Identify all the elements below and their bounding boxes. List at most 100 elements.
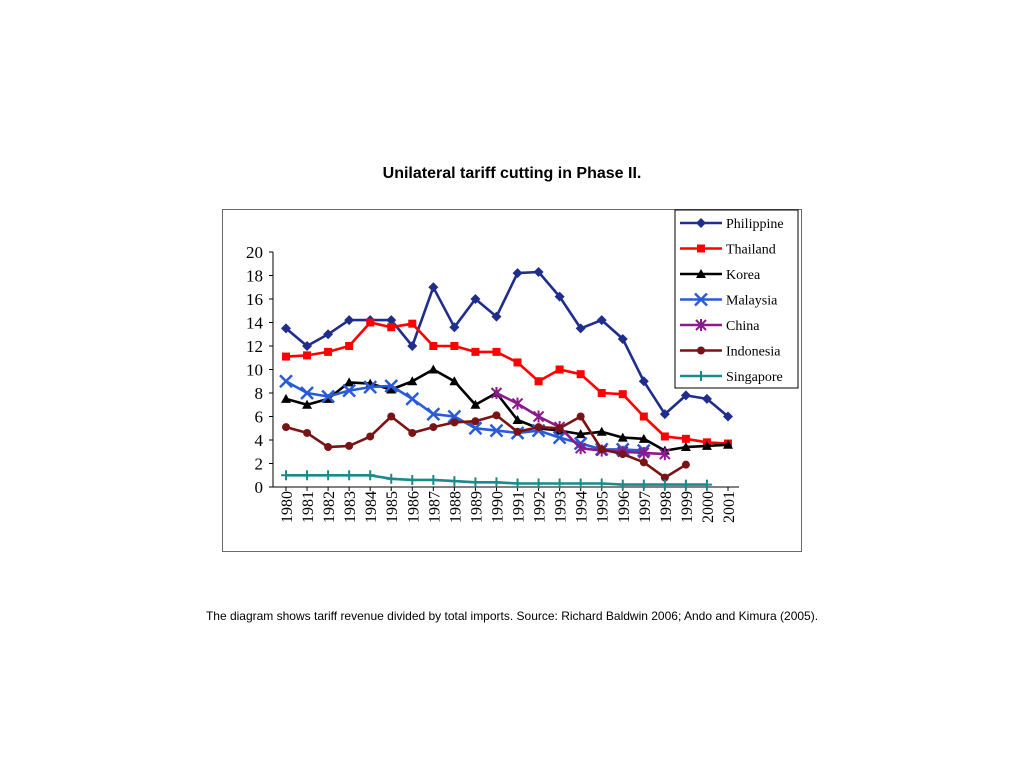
chart-caption: The diagram shows tariff revenue divided…	[205, 609, 819, 623]
data-point-thailand	[429, 342, 438, 350]
data-point-philippine	[428, 282, 439, 293]
legend-label-indonesia: Indonesia	[726, 345, 781, 360]
x-tick-label: 1988	[447, 491, 464, 523]
legend-item-thailand: Thailand	[680, 243, 776, 258]
data-point-philippine	[302, 341, 313, 351]
y-tick-label: 4	[255, 431, 264, 450]
data-point-malaysia	[342, 383, 357, 398]
chart-series	[279, 266, 733, 490]
data-point-singapore	[512, 478, 523, 489]
data-point-indonesia	[618, 450, 627, 459]
data-point-malaysia	[489, 423, 504, 438]
data-point-korea	[512, 415, 523, 425]
data-point-china	[490, 387, 503, 399]
x-tick-label: 1989	[468, 491, 485, 523]
data-point-china	[659, 448, 671, 461]
data-point-thailand	[513, 358, 522, 367]
x-tick-label: 1987	[426, 491, 443, 523]
legend-marker-philippine	[696, 218, 706, 228]
data-point-china	[574, 442, 587, 455]
data-point-thailand	[408, 319, 417, 328]
data-point-indonesia	[450, 418, 459, 427]
data-point-thailand	[324, 347, 333, 356]
data-point-singapore	[407, 474, 418, 485]
data-point-singapore	[638, 479, 649, 490]
data-point-thailand	[618, 390, 627, 399]
data-point-singapore	[533, 478, 544, 489]
x-tick-label: 1990	[489, 491, 506, 523]
legend-marker-thailand	[697, 244, 705, 253]
data-point-malaysia	[279, 374, 293, 389]
data-point-philippine	[723, 411, 733, 422]
x-tick-label: 1993	[553, 491, 570, 523]
data-point-singapore	[491, 477, 502, 488]
data-point-korea	[723, 439, 733, 449]
y-tick-label: 6	[255, 408, 264, 427]
data-point-indonesia	[639, 458, 648, 467]
data-point-singapore	[575, 478, 586, 489]
data-point-singapore	[659, 479, 670, 490]
legend-marker-singapore	[696, 371, 706, 381]
legend-item-singapore: Singapore	[680, 370, 783, 385]
data-point-philippine	[680, 390, 691, 401]
data-point-singapore	[449, 476, 460, 487]
legend-item-korea: Korea	[680, 268, 761, 283]
data-point-thailand	[387, 323, 396, 332]
x-tick-label: 1992	[532, 491, 549, 523]
data-point-korea	[575, 429, 586, 439]
y-tick-label: 18	[246, 267, 263, 286]
data-point-malaysia	[300, 386, 314, 400]
y-tick-label: 14	[246, 314, 264, 333]
x-tick-label: 1995	[595, 491, 612, 523]
data-point-singapore	[281, 470, 291, 481]
data-point-thailand	[597, 389, 606, 397]
data-point-korea	[302, 399, 313, 409]
data-point-indonesia	[345, 441, 354, 450]
data-point-malaysia	[426, 407, 441, 422]
legend-item-malaysia: Malaysia	[680, 292, 778, 309]
data-point-thailand	[660, 432, 669, 441]
data-point-thailand	[345, 342, 354, 350]
x-tick-label: 1985	[384, 491, 401, 523]
data-point-philippine	[596, 315, 607, 326]
data-point-indonesia	[576, 412, 585, 421]
series-indonesia	[282, 411, 690, 482]
data-point-korea	[680, 442, 691, 452]
data-point-philippine	[617, 333, 628, 344]
data-point-thailand	[366, 318, 375, 327]
x-tick-label: 1982	[321, 491, 338, 523]
data-point-thailand	[450, 342, 459, 350]
data-point-singapore	[554, 478, 565, 489]
series-singapore	[281, 470, 712, 490]
data-point-indonesia	[534, 423, 543, 432]
data-point-indonesia	[408, 428, 417, 437]
chart-legend: Philippine Thailand Korea Malaysia China Indo…	[674, 209, 799, 389]
x-tick-label: 1996	[616, 491, 633, 523]
data-point-singapore	[302, 470, 313, 481]
data-point-philippine	[449, 322, 460, 333]
x-tick-label: 1981	[300, 491, 317, 523]
data-point-indonesia	[366, 432, 375, 441]
data-point-philippine	[554, 291, 565, 302]
data-point-singapore	[386, 473, 397, 484]
data-point-indonesia	[513, 427, 522, 436]
data-point-thailand	[303, 351, 312, 360]
legend-label-singapore: Singapore	[726, 370, 783, 385]
legend-label-philippine: Philippine	[726, 217, 784, 232]
data-point-philippine	[638, 376, 649, 387]
data-point-malaysia	[321, 389, 335, 404]
legend-marker-indonesia	[697, 346, 705, 355]
data-point-thailand	[576, 370, 585, 379]
x-tick-label: 1998	[658, 491, 675, 523]
data-point-singapore	[323, 470, 334, 481]
x-tick-label: 1983	[342, 491, 359, 523]
data-point-singapore	[680, 479, 691, 490]
data-point-korea	[596, 426, 607, 436]
data-point-indonesia	[492, 411, 501, 420]
data-point-indonesia	[282, 423, 290, 432]
data-point-philippine	[575, 323, 586, 334]
y-tick-label: 16	[246, 290, 263, 309]
data-point-china	[511, 397, 524, 410]
x-tick-label: 1997	[637, 491, 654, 523]
